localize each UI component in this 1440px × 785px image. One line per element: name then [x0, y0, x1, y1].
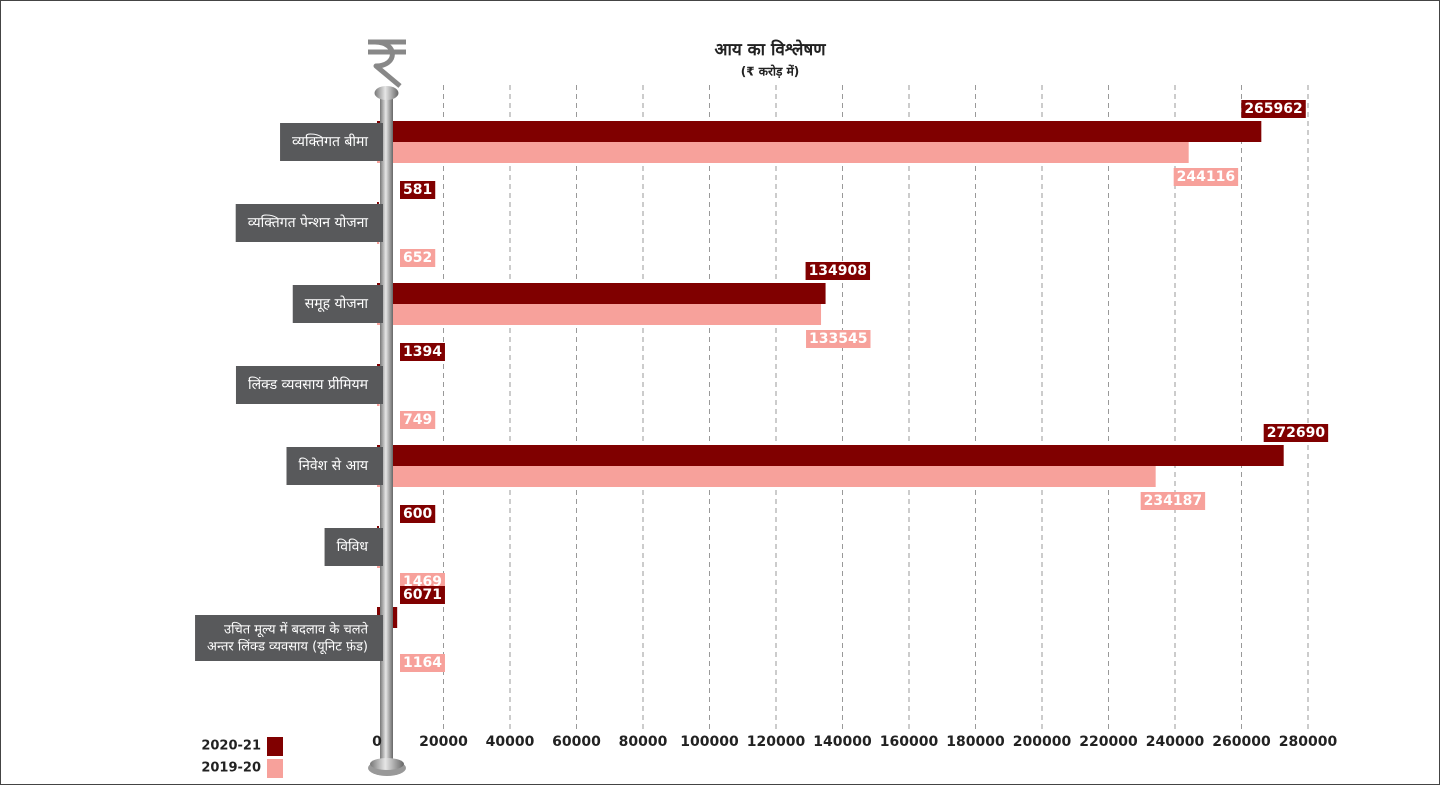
legend-swatch	[267, 737, 283, 756]
value-label-text: 134908	[809, 263, 867, 279]
value-label-bg	[805, 262, 871, 280]
value-label-text: 1164	[403, 655, 442, 671]
category-label: लिंक्ड व्यवसाय प्रीमियम	[235, 366, 383, 404]
x-tick-label: 0	[372, 734, 382, 750]
legend: 2020-21 2019-20	[201, 737, 283, 778]
category-label-bg	[235, 366, 383, 404]
value-label: 234187	[1140, 492, 1206, 510]
value-label-bg	[400, 181, 436, 199]
x-tick-label: 20000	[419, 734, 468, 750]
value-label: 1394	[400, 343, 445, 361]
x-tick-label: 80000	[619, 734, 668, 750]
bar	[377, 466, 1156, 487]
value-label-bg	[400, 586, 445, 604]
category-label: व्यक्तिगत पेन्शन योजना	[235, 204, 383, 242]
value-label-text: 652	[403, 250, 432, 266]
bar	[377, 142, 1189, 163]
chart-subtitle: (₹ करोड़ में)	[741, 65, 800, 79]
value-label-text: 1394	[403, 344, 442, 360]
category-label: उचित मूल्य में बदलाव के चलते अन्तर लिंक्ड…	[195, 615, 383, 661]
chart-title: आय का विश्लेषण	[714, 39, 826, 60]
value-label-bg	[400, 249, 436, 267]
bar	[377, 304, 822, 325]
value-label-text: 600	[403, 506, 432, 522]
value-label-bg	[400, 654, 445, 672]
value-label-text: 265962	[1244, 101, 1302, 117]
value-label-bg	[400, 343, 445, 361]
category-label-bg	[280, 123, 383, 161]
x-tick-label: 280000	[1279, 734, 1338, 750]
legend-label: 2020-21	[201, 739, 261, 754]
x-tick-label: 220000	[1079, 734, 1138, 750]
x-tick-label: 60000	[552, 734, 601, 750]
value-label: 1164	[400, 654, 445, 672]
value-label-text: 581	[403, 182, 432, 198]
value-label: 272690	[1263, 424, 1329, 442]
value-label-bg	[400, 411, 436, 429]
category-label-text: उचित मूल्य में बदलाव के चलते अन्तर लिंक्ड…	[207, 621, 369, 654]
value-label: 134908	[805, 262, 871, 280]
category-label-text: लिंक्ड व्यवसाय प्रीमियम	[248, 376, 369, 393]
category-label-bg	[292, 285, 383, 323]
category-label-bg	[324, 528, 383, 566]
value-label: 133545	[806, 330, 871, 348]
value-label-text: 234187	[1144, 493, 1202, 509]
category-label: व्यक्तिगत बीमा	[280, 123, 383, 161]
category-label: निवेश से आय	[286, 447, 383, 485]
category-label-text: व्यक्तिगत पेन्शन योजना	[248, 214, 369, 231]
x-tick-label: 140000	[813, 734, 872, 750]
x-tick-label: 240000	[1146, 734, 1205, 750]
value-label-text: 272690	[1267, 425, 1326, 441]
category-label-bg	[235, 204, 383, 242]
value-label: 581	[400, 181, 436, 199]
value-label: 749	[400, 411, 436, 429]
x-tick-label: 180000	[946, 734, 1005, 750]
category-label-bg	[286, 447, 383, 485]
value-label-bg	[400, 505, 436, 523]
category-label-text: समूह योजना	[305, 295, 369, 312]
x-tick-label: 40000	[486, 734, 535, 750]
legend-swatch	[267, 759, 283, 778]
category-label-bg	[195, 615, 383, 661]
category-label-line: अन्तर लिंक्ड व्यवसाय (यूनिट फ़ंड)	[207, 638, 368, 654]
bar	[377, 121, 1262, 142]
category-label-text: व्यक्तिगत बीमा	[292, 133, 368, 150]
category-label-text: विविध	[337, 538, 369, 555]
x-tick-label: 200000	[1013, 734, 1072, 750]
value-label: 600	[400, 505, 436, 523]
value-label-bg	[806, 330, 871, 348]
value-label: 6071	[400, 586, 445, 604]
bar	[377, 445, 1284, 466]
category-label: विविध	[324, 528, 383, 566]
x-tick-label: 120000	[747, 734, 806, 750]
value-label-bg	[1263, 424, 1329, 442]
value-label-text: 244116	[1177, 169, 1235, 185]
x-tick-label: 160000	[880, 734, 939, 750]
value-label-bg	[1173, 168, 1239, 186]
category-label-text: निवेश से आय	[299, 457, 369, 474]
value-label-bg	[1241, 100, 1306, 118]
value-label: 265962	[1241, 100, 1306, 118]
value-label: 244116	[1173, 168, 1239, 186]
bars	[377, 121, 1284, 649]
category-label-line: उचित मूल्य में बदलाव के चलते	[224, 621, 369, 637]
legend-label: 2019-20	[201, 761, 261, 776]
pole	[368, 39, 406, 776]
category-label: समूह योजना	[292, 285, 383, 323]
value-label: 652	[400, 249, 436, 267]
value-label-text: 6071	[403, 587, 442, 603]
value-label-text: 133545	[809, 331, 867, 347]
labels: 0 20000 40000 60000 80000 100000 120000 140000 1…	[195, 100, 1337, 750]
bar	[377, 283, 826, 304]
value-label-bg	[1140, 492, 1206, 510]
x-tick-label: 100000	[680, 734, 739, 750]
x-tick-label: 260000	[1212, 734, 1271, 750]
value-label-text: 749	[403, 412, 432, 428]
